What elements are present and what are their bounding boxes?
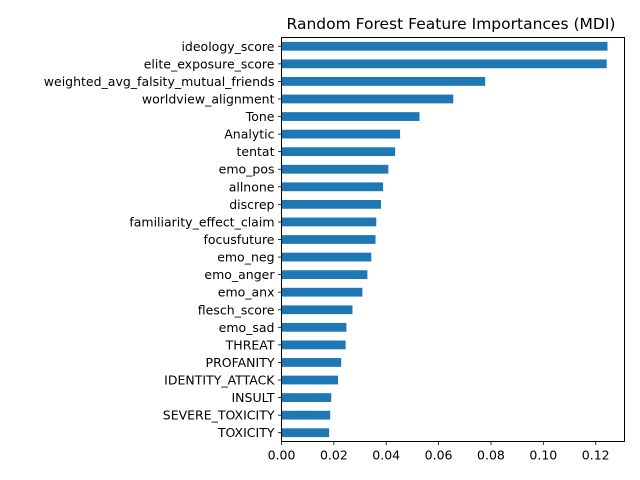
plot-frame (281, 37, 625, 442)
bar-familiarity_effect_claim (281, 217, 377, 227)
bar-worldview_alignment (281, 94, 454, 104)
bar-emo_neg (281, 252, 372, 262)
y-tick-label: focusfuture (203, 232, 274, 247)
chart-title: Random Forest Feature Importances (MDI) (287, 15, 616, 33)
x-tick-label: 0.04 (372, 448, 400, 463)
y-tick-label: emo_anger (204, 267, 275, 282)
bar-ideology_score (281, 41, 608, 51)
y-tick-label: familiarity_effect_claim (129, 214, 274, 229)
y-tick-label: INSULT (232, 390, 275, 405)
bars-group (281, 41, 608, 438)
x-tick-label: 0.12 (582, 448, 610, 463)
bar-flesch_score (281, 305, 353, 315)
bar-allnone (281, 182, 384, 192)
y-tick-label: IDENTITY_ATTACK (164, 373, 275, 388)
x-tick-label: 0.10 (529, 448, 557, 463)
bar-emo_pos (281, 164, 389, 174)
bar-emo_anx (281, 287, 363, 297)
y-tick-label: SEVERE_TOXICITY (163, 408, 275, 423)
y-tick-label: weighted_avg_falsity_mutual_friends (44, 74, 275, 89)
x-tick-label: 0.06 (425, 448, 453, 463)
bar-SEVERE_TOXICITY (281, 410, 331, 420)
y-tick-label: Analytic (224, 127, 274, 142)
y-tick-label: Tone (245, 109, 275, 124)
bar-discrep (281, 199, 381, 209)
x-ticks: 0.00 0.02 0.04 0.06 0.08 0.10 0.12 (268, 441, 610, 463)
y-tick-label: discrep (229, 197, 274, 212)
y-tick-label: PROFANITY (206, 355, 275, 370)
x-tick-label: 0.00 (268, 448, 296, 463)
y-tick-label: emo_anx (218, 285, 275, 300)
bar-weighted_avg_falsity_mutual_friends (281, 77, 486, 86)
y-tick-label: emo_neg (217, 250, 274, 265)
y-tick-label: emo_sad (219, 320, 275, 335)
bar-elite_exposure_score (281, 59, 607, 69)
bar-IDENTITY_ATTACK (281, 375, 339, 385)
bar-emo_anger (281, 270, 368, 280)
y-tick-label: ideology_score (181, 39, 274, 54)
y-tick-label: TOXICITY (217, 425, 275, 440)
y-tick-label: worldview_alignment (142, 91, 275, 106)
y-tick-label: emo_pos (219, 162, 275, 177)
y-tick-labels: ideology_score elite_exposure_scoreweight… (44, 39, 282, 440)
bar-tentat (281, 147, 396, 157)
bar-THREAT (281, 340, 346, 350)
bar-PROFANITY (281, 358, 342, 367)
bar-emo_sad (281, 322, 347, 332)
y-tick-label: tentat (237, 144, 275, 159)
y-tick-label: elite_exposure_score (144, 56, 275, 71)
bar-focusfuture (281, 235, 376, 244)
y-tick-label: allnone (229, 179, 275, 194)
x-tick-label: 0.02 (320, 448, 348, 463)
bar-INSULT (281, 393, 332, 402)
bar-TOXICITY (281, 428, 330, 438)
y-tick-label: flesch_score (198, 302, 275, 317)
bar-Analytic (281, 129, 401, 139)
x-tick-label: 0.08 (477, 448, 505, 463)
bar-Tone (281, 112, 420, 121)
y-tick-label: THREAT (225, 337, 275, 352)
